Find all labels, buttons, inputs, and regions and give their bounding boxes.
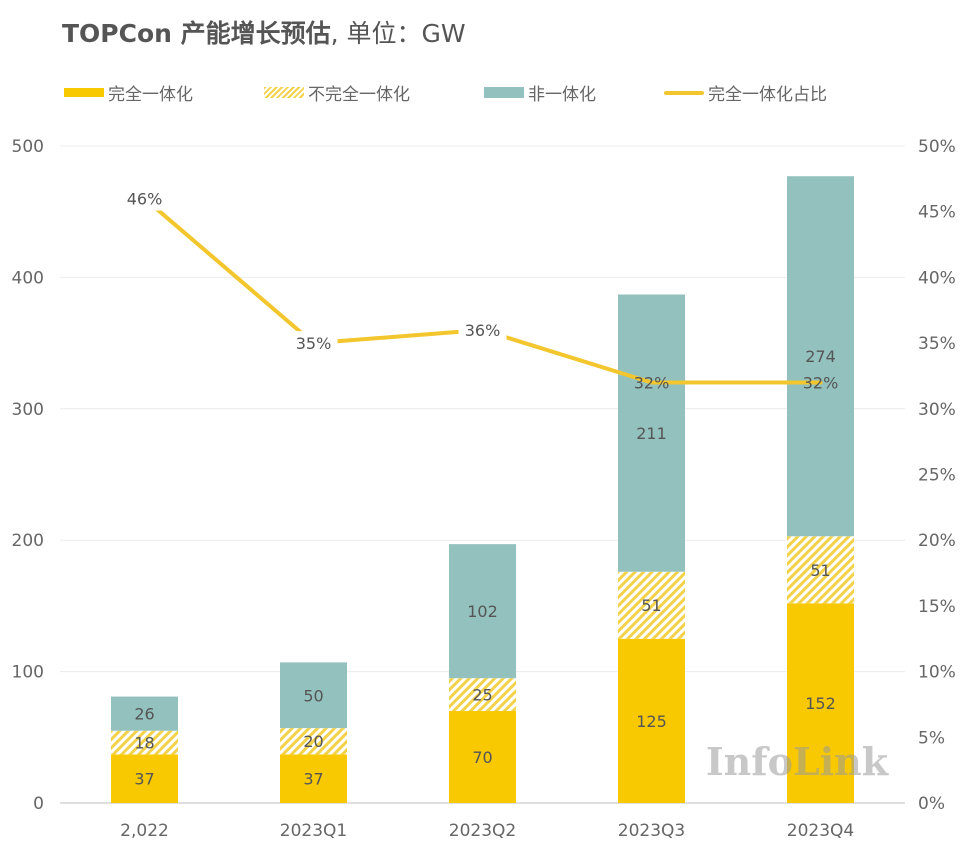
x-tick-label: 2023Q2	[449, 821, 516, 841]
data-label: 51	[810, 561, 830, 580]
ratio-label: 35%	[296, 334, 332, 353]
legend-item-non: 非一体化	[484, 80, 664, 105]
ratio-label: 32%	[634, 374, 670, 393]
bar-full	[449, 711, 516, 803]
ratio-label: 32%	[803, 374, 839, 393]
chart-title: TOPCon 产能增长预估, 单位：GW	[62, 14, 466, 50]
legend-item-ratio: 完全一体化占比	[664, 80, 827, 105]
legend-swatch-line	[664, 90, 704, 95]
bar-full	[618, 638, 685, 803]
data-label: 37	[134, 770, 154, 789]
data-label: 37	[303, 770, 323, 789]
bar-full	[787, 603, 854, 803]
x-tick-label: 2023Q3	[618, 821, 685, 841]
data-label: 50	[303, 686, 323, 705]
data-label: 51	[641, 596, 661, 615]
bar-partial	[280, 728, 347, 755]
ratio-line-segment	[142, 196, 316, 346]
ratio-label: 36%	[465, 321, 501, 340]
bar-partial	[787, 536, 854, 604]
bar-partial	[449, 678, 516, 712]
data-label: 26	[134, 705, 154, 724]
data-label: 70	[472, 748, 492, 767]
ratio-label: 46%	[127, 190, 163, 209]
y-right-tick-label: 0%	[918, 794, 945, 814]
legend-swatch-non	[484, 87, 524, 98]
y-left-tick-label: 300	[12, 400, 44, 420]
ratio-label-bg	[120, 186, 169, 211]
y-left-tick-label: 400	[12, 268, 44, 288]
legend-label: 非一体化	[528, 85, 596, 105]
y-left-tick-label: 500	[12, 137, 44, 157]
data-label: 20	[303, 732, 323, 751]
title-main: TOPCon 产能增长预估	[62, 19, 331, 48]
title-unit: , 单位：GW	[330, 19, 466, 48]
y-right-tick-label: 5%	[918, 728, 945, 748]
bar-non	[618, 294, 685, 572]
y-right-tick-label: 25%	[918, 466, 956, 486]
y-right-tick-label: 45%	[918, 203, 956, 223]
bar-partial	[111, 730, 178, 755]
y-right-tick-label: 15%	[918, 597, 956, 617]
x-tick-label: 2023Q1	[280, 821, 347, 841]
y-right-tick-label: 50%	[918, 137, 956, 157]
legend-swatch-partial	[264, 87, 304, 98]
watermark: InfoLink	[706, 739, 889, 784]
legend-label: 不完全一体化	[308, 85, 410, 105]
bar-partial	[618, 571, 685, 639]
data-label: 18	[134, 734, 154, 753]
bar-non	[449, 544, 516, 679]
y-left-tick-label: 0	[33, 794, 44, 814]
ratio-label-bg	[289, 331, 338, 356]
y-right-tick-label: 40%	[918, 268, 956, 288]
bar-full	[111, 754, 178, 803]
y-left-tick-label: 200	[12, 531, 44, 551]
data-label: 274	[805, 347, 836, 366]
legend: 完全一体化 不完全一体化 非一体化 完全一体化占比	[64, 80, 827, 105]
ratio-line-segment	[311, 327, 485, 346]
bar-full	[280, 754, 347, 803]
y-left-tick-label: 100	[12, 663, 44, 683]
legend-item-partial: 不完全一体化	[264, 80, 484, 105]
legend-swatch-full	[64, 88, 104, 97]
x-tick-label: 2,022	[120, 821, 169, 841]
data-label: 25	[472, 686, 492, 705]
data-label: 102	[467, 602, 498, 621]
data-label: 211	[636, 424, 667, 443]
data-label: 152	[805, 694, 836, 713]
x-tick-label: 2023Q4	[787, 821, 854, 841]
data-label: 125	[636, 712, 667, 731]
y-right-tick-label: 35%	[918, 334, 956, 354]
y-right-tick-label: 20%	[918, 531, 956, 551]
ratio-line-segment	[480, 327, 654, 385]
bar-non	[280, 662, 347, 729]
y-right-tick-label: 10%	[918, 663, 956, 683]
bar-non	[111, 696, 178, 731]
ratio-label-bg	[458, 317, 507, 342]
legend-label: 完全一体化	[108, 85, 193, 105]
legend-item-full: 完全一体化	[64, 80, 264, 105]
bar-non	[787, 176, 854, 537]
legend-label: 完全一体化占比	[708, 85, 827, 105]
y-right-tick-label: 30%	[918, 400, 956, 420]
